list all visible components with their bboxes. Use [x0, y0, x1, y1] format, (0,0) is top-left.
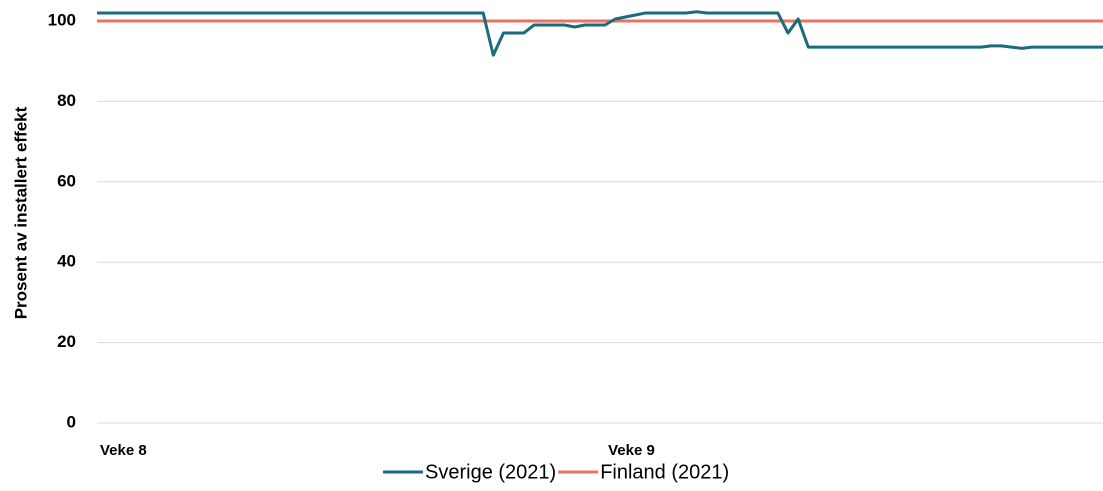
y-tick-label: 0	[67, 412, 76, 431]
series-line	[97, 10, 1103, 57]
y-tick-label: 40	[57, 252, 76, 271]
legend-label: Sverige (2021)	[425, 461, 556, 483]
y-tick-label: 20	[57, 332, 76, 351]
x-tick-label: Veke 9	[608, 442, 655, 459]
y-tick-label: 80	[57, 91, 76, 110]
y-axis-label: Prosent av installert effekt	[11, 106, 30, 319]
legend-label: Finland (2021)	[600, 461, 729, 483]
y-tick-label: 60	[57, 171, 76, 190]
x-tick-label: Veke 8	[100, 442, 147, 459]
y-tick-label: 100	[48, 10, 76, 29]
